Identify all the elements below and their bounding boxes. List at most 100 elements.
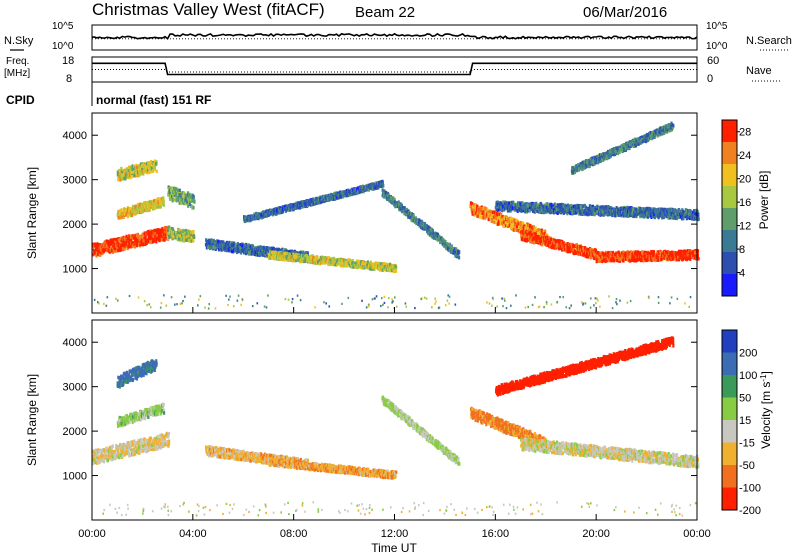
heatmap-cell [536,231,540,235]
heatmap-cell [244,244,248,248]
freq-tick-top: 18 [62,55,74,67]
heatmap-cell [162,196,165,200]
heatmap-cell [340,258,343,263]
heatmap-cell [566,242,569,247]
heatmap-cell [333,257,336,261]
heatmap-cell [187,238,190,243]
heatmap-cell [305,254,309,258]
heatmap-cell [155,236,158,240]
heatmap-cell [150,240,153,245]
heatmap-cell [108,243,111,247]
heatmap-cell [375,261,379,266]
heatmap-cell [318,261,322,266]
heatmap-cell [219,244,223,249]
heatmap-cell [133,164,136,168]
heatmap-cell [303,256,306,260]
heatmap-cell [125,239,128,243]
heatmap-cell [146,208,149,213]
heatmap-cell [192,230,195,234]
heatmap-cell [153,159,157,163]
heatmap-cell [147,229,151,234]
heatmap-cell [191,199,194,203]
heatmap-cell [155,239,158,244]
heatmap-cell [169,234,172,239]
heatmap-cell [259,251,263,256]
heatmap-cell [108,241,111,245]
heatmap-cell [167,193,170,197]
heatmap-cell [117,216,120,220]
heatmap-cell [102,242,105,247]
heatmap-cell [146,238,149,243]
heatmap-cell [208,243,211,247]
heatmap-cell [178,237,182,242]
heatmap-cell [177,233,180,237]
heatmap-cell [109,247,112,251]
heatmap-cell [243,243,246,248]
heatmap-cell [135,208,138,213]
heatmap-cell [376,266,379,271]
heatmap-cell [349,260,353,265]
heatmap-cell [288,254,291,259]
heatmap-cell [131,164,134,168]
heatmap-cell [379,262,383,266]
heatmap-cell [153,165,156,170]
heatmap-cell [158,232,161,236]
heatmap-cell [149,164,152,168]
heatmap-cell [182,201,186,206]
heatmap-cell [94,251,97,256]
heatmap-cell [171,227,175,231]
heatmap-cell [132,210,135,214]
heatmap-cell [155,200,158,205]
heatmap-cell [179,230,182,235]
heatmap-cell [369,260,372,265]
heatmap-cell [172,234,175,239]
heatmap-cell [138,239,141,244]
heatmap-cell [249,252,252,256]
heatmap-cell [149,169,152,174]
heatmap-cell [140,163,144,168]
heatmap-cell [138,204,141,209]
heatmap-cell [103,247,106,252]
heatmap-cell [155,198,158,203]
heatmap-cell [186,191,190,195]
heatmap-cell [154,228,157,233]
heatmap-cell [178,201,181,205]
heatmap-cell [385,265,388,270]
heatmap-cell [312,260,315,264]
heatmap-cell [108,244,111,249]
heatmap-cell [175,187,178,191]
cpid-text: normal (fast) 151 RF [96,93,211,107]
heatmap-cell [155,162,158,166]
heatmap-cell [186,200,189,204]
heatmap-cell [371,262,374,266]
heatmap-cell [123,247,126,251]
heatmap-cell [173,198,176,202]
heatmap-cell [212,245,215,249]
heatmap-cell [295,258,298,263]
heatmap-cell [189,239,192,243]
heatmap-cell [116,213,119,218]
heatmap-cell [226,241,229,245]
heatmap-cell [145,241,148,245]
heatmap-cell [267,246,271,251]
nave-label: Nave [746,65,772,77]
heatmap-cell [138,235,142,239]
heatmap-cell [124,172,127,176]
heatmap-cell [245,247,249,252]
heatmap-cell [378,268,382,272]
heatmap-cell [143,205,146,209]
heatmap-cell [167,231,170,235]
nsky-label: N.Sky [4,35,34,47]
heatmap-cell [295,255,299,260]
heatmap-cell [281,248,284,253]
heatmap-cell [139,237,142,242]
heatmap-cell [354,261,357,265]
heatmap-cell [143,237,146,241]
heatmap-cell [158,228,162,232]
heatmap-cell [156,228,159,232]
heatmap-cell [94,249,97,254]
heatmap-cell [223,243,226,248]
heatmap-cell [130,238,133,243]
heatmap-cell [301,253,305,258]
heatmap-cell [185,197,188,201]
